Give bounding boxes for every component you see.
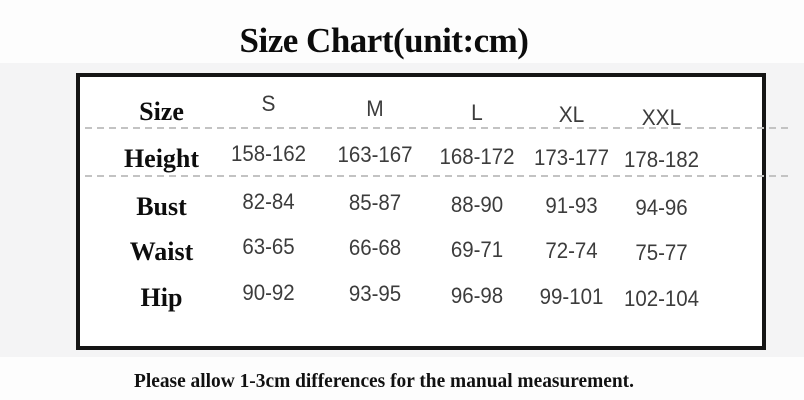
table-row-waist: Waist 63-65 66-68 69-71 72-74 75-77 <box>80 234 762 266</box>
row-label-bust: Bust <box>136 192 187 221</box>
cell-hip-m: 93-95 <box>348 281 402 306</box>
cell-bust-m: 85-87 <box>348 190 402 215</box>
cell-hip-s: 90-92 <box>242 280 295 305</box>
cell-bust-xl: 91-93 <box>545 193 598 218</box>
column-header-l: L <box>471 100 483 125</box>
dashed-divider-height <box>85 175 792 177</box>
cell-height-s: 158-162 <box>230 141 307 166</box>
size-table: Size S M L XL XXL Height 158-162 163-167… <box>76 73 766 350</box>
table-header-row: Size S M L XL XXL <box>80 93 762 129</box>
cell-hip-l: 96-98 <box>450 283 504 308</box>
column-header-size: Size <box>139 97 184 126</box>
cell-height-l: 168-172 <box>439 144 515 169</box>
column-header-s: S <box>261 91 276 116</box>
cell-height-xl: 173-177 <box>533 145 610 170</box>
cell-hip-xxl: 102-104 <box>623 286 700 311</box>
row-label-waist: Waist <box>129 237 194 266</box>
table-row-hip: Hip 90-92 93-95 96-98 99-101 102-104 <box>80 280 762 312</box>
cell-bust-l: 88-90 <box>450 192 504 217</box>
dashed-divider-header <box>85 127 792 129</box>
measurement-note: Please allow 1-3cm differences for the m… <box>133 370 634 392</box>
cell-height-xxl: 178-182 <box>623 147 700 172</box>
cell-bust-s: 82-84 <box>242 189 295 214</box>
cell-waist-xxl: 75-77 <box>635 240 688 265</box>
cell-bust-xxl: 94-96 <box>635 195 688 220</box>
cell-waist-xl: 72-74 <box>545 238 598 263</box>
cell-waist-m: 66-68 <box>348 235 402 260</box>
column-header-xxl: XXL <box>641 105 682 130</box>
row-label-height: Height <box>123 144 200 173</box>
cell-waist-s: 63-65 <box>242 234 295 259</box>
column-header-m: M <box>366 96 384 121</box>
page-title: Size Chart(unit:cm) <box>239 21 529 60</box>
row-label-hip: Hip <box>140 283 183 312</box>
cell-height-m: 163-167 <box>337 142 413 167</box>
table-row-height: Height 158-162 163-167 168-172 173-177 1… <box>80 141 762 173</box>
column-header-xl: XL <box>558 102 585 127</box>
table-row-bust: Bust 82-84 85-87 88-90 91-93 94-96 <box>80 189 762 221</box>
cell-waist-l: 69-71 <box>450 237 504 262</box>
cell-hip-xl: 99-101 <box>539 284 604 309</box>
